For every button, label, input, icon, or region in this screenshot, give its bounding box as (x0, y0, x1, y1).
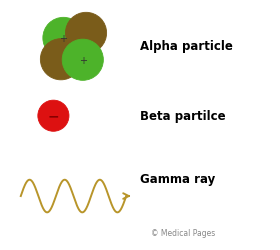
Circle shape (66, 13, 107, 54)
Text: © Medical Pages: © Medical Pages (151, 228, 216, 237)
Circle shape (38, 101, 69, 132)
Text: Alpha particle: Alpha particle (140, 40, 233, 53)
Text: Beta partilce: Beta partilce (140, 110, 226, 123)
Text: Gamma ray: Gamma ray (140, 172, 215, 185)
Circle shape (62, 40, 103, 81)
Text: +: + (79, 56, 87, 66)
Circle shape (43, 18, 84, 59)
Circle shape (40, 40, 81, 80)
Text: −: − (48, 109, 59, 123)
Text: +: + (59, 34, 67, 44)
